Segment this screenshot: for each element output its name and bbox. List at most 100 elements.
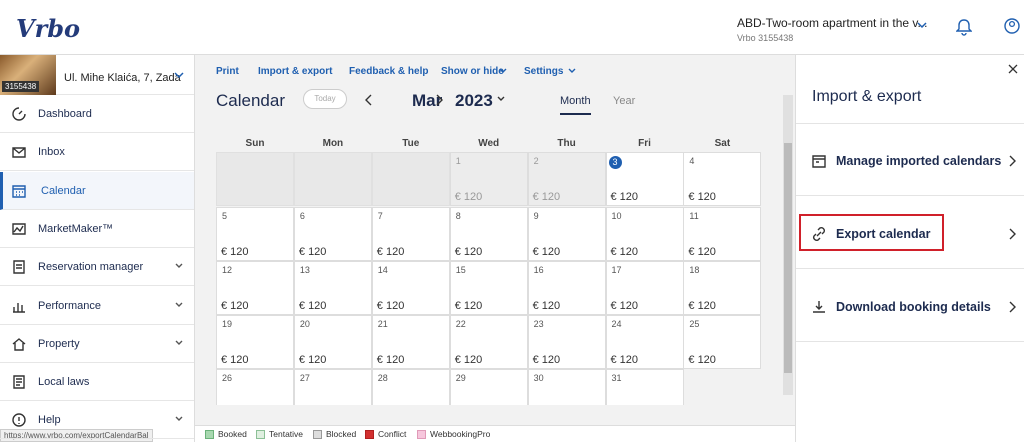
- day-cell[interactable]: 27: [293, 369, 372, 405]
- logo[interactable]: Vrbo: [16, 14, 81, 43]
- day-cell[interactable]: 6 € 120: [293, 207, 372, 261]
- chevron: [174, 72, 184, 79]
- chevron: [1009, 228, 1016, 240]
- day-cell[interactable]: 12 € 120: [216, 261, 294, 315]
- notification-icon[interactable]: [956, 18, 972, 36]
- day-price: € 120: [610, 300, 639, 312]
- import-export-panel: Import & export Manage imported calendar…: [795, 55, 1024, 442]
- day-cell[interactable]: 20 € 120: [293, 315, 372, 369]
- scrollbar[interactable]: [783, 95, 793, 395]
- nav-label: Inbox: [38, 146, 65, 159]
- day-cell[interactable]: 18 € 120: [683, 261, 762, 315]
- close-button[interactable]: [1007, 63, 1019, 75]
- day-number: 27: [299, 373, 310, 383]
- property-badge: 3155438: [2, 81, 40, 92]
- day-cell[interactable]: 19 € 120: [216, 315, 294, 369]
- day-number: 30: [533, 373, 544, 383]
- nav-item[interactable]: Inbox: [0, 133, 194, 172]
- day-price: € 120: [532, 191, 561, 203]
- day-cell[interactable]: 22 € 120: [449, 315, 528, 369]
- day-cell[interactable]: 10 € 120: [605, 207, 684, 261]
- day-price: € 120: [688, 246, 716, 258]
- toolbar-link[interactable]: Settings: [524, 66, 564, 77]
- today-button[interactable]: Today: [303, 89, 347, 109]
- day-cell[interactable]: 3 € 120: [605, 152, 684, 206]
- view-tab[interactable]: Year: [613, 95, 636, 107]
- day-price: € 120: [610, 354, 639, 366]
- day-cell[interactable]: 11 € 120: [683, 207, 762, 261]
- day-cell[interactable]: 1 € 120: [449, 152, 528, 206]
- chevron: [1009, 155, 1016, 167]
- chevron: [497, 96, 505, 101]
- day-cell[interactable]: 2 € 120: [527, 152, 606, 206]
- legend-label: Conflict: [378, 429, 407, 439]
- day-price: € 120: [688, 191, 716, 203]
- nav-item[interactable]: Help: [0, 401, 194, 440]
- day-cell[interactable]: 13 € 120: [293, 261, 372, 315]
- day-price: € 120: [532, 300, 561, 312]
- day-price: € 120: [454, 246, 483, 258]
- day-cell[interactable]: 14 € 120: [371, 261, 450, 315]
- nav-item[interactable]: Local laws: [0, 363, 194, 402]
- calendar-grid: Sun Mon Tue Wed Thu Fri Sat 1 € 120 2 € 120 3 € 120 4…: [216, 133, 764, 405]
- calendar-year[interactable]: 2023: [455, 91, 493, 110]
- day-cell[interactable]: 28: [371, 369, 450, 405]
- day-number: 8: [455, 211, 461, 221]
- calendar-main: Sun Mon Tue Wed Thu Fri Sat 1 € 120 2 € 120 3 € 120 4…: [195, 55, 795, 442]
- toolbar-link[interactable]: Import & export: [258, 66, 333, 77]
- day-price: € 120: [376, 246, 405, 258]
- day-number: 19: [222, 319, 233, 329]
- day-cell[interactable]: 29: [449, 369, 528, 405]
- nav-item[interactable]: Dashboard: [0, 95, 194, 133]
- day-number: 25: [689, 319, 700, 329]
- account-icon[interactable]: [1004, 18, 1020, 34]
- view-tab[interactable]: Month: [560, 95, 591, 115]
- day-cell[interactable]: 16 € 120: [527, 261, 606, 315]
- legend-swatch: [313, 430, 322, 439]
- toolbar-link[interactable]: Print: [216, 66, 239, 77]
- nav-item[interactable]: Property: [0, 325, 194, 363]
- day-cell[interactable]: 24 € 120: [605, 315, 684, 369]
- nav-item[interactable]: Calendar: [0, 171, 194, 210]
- nav-label: Help: [38, 414, 61, 427]
- property-title[interactable]: ABD-Two-room apartment in the v...: [737, 16, 928, 30]
- day-cell[interactable]: 26: [216, 369, 294, 405]
- day-cell[interactable]: 9 € 120: [527, 207, 606, 261]
- day-price: € 120: [298, 354, 327, 366]
- day-cell[interactable]: 4 € 120: [683, 152, 762, 206]
- nav-icon: [13, 260, 25, 274]
- day-price: € 120: [376, 354, 405, 366]
- toolbar-link[interactable]: Show or hide: [441, 66, 504, 77]
- sidebar: 3155438 Ul. Mihe Klaića, 7, Zada https:/…: [0, 55, 195, 442]
- day-number: 11: [689, 211, 699, 221]
- property-selector[interactable]: 3155438 Ul. Mihe Klaića, 7, Zada: [0, 55, 194, 95]
- nav-icon: [13, 302, 25, 313]
- panel-item[interactable]: Export calendar: [796, 197, 1024, 269]
- panel-item[interactable]: Manage imported calendars: [796, 124, 1024, 196]
- panel-item-label: Manage imported calendars: [836, 154, 1002, 168]
- nav-item[interactable]: Reservation manager: [0, 248, 194, 287]
- day-cell[interactable]: 31: [605, 369, 684, 405]
- day-cell[interactable]: 30: [527, 369, 606, 405]
- legend-label: Blocked: [326, 429, 357, 439]
- day-cell[interactable]: 21 € 120: [371, 315, 450, 369]
- day-price: € 120: [610, 191, 639, 203]
- day-cell[interactable]: 5 € 120: [216, 207, 294, 261]
- chevron[interactable]: [915, 20, 929, 30]
- day-cell[interactable]: 25 € 120: [683, 315, 762, 369]
- empty-cell: [216, 152, 294, 206]
- day-cell[interactable]: 7 € 120: [371, 207, 450, 261]
- day-price: € 120: [221, 246, 249, 258]
- day-cell[interactable]: 17 € 120: [605, 261, 684, 315]
- day-number: 9: [533, 211, 539, 221]
- day-price: € 120: [298, 300, 327, 312]
- day-cell[interactable]: 15 € 120: [449, 261, 528, 315]
- weekday: Sun: [245, 138, 265, 149]
- day-cell[interactable]: 23 € 120: [527, 315, 606, 369]
- day-number: 18: [689, 265, 700, 275]
- day-cell[interactable]: 8 € 120: [449, 207, 528, 261]
- panel-item[interactable]: Download booking details: [796, 270, 1024, 342]
- toolbar-link[interactable]: Feedback & help: [349, 66, 429, 77]
- nav-item[interactable]: MarketMaker™: [0, 210, 194, 248]
- nav-item[interactable]: Performance: [0, 287, 194, 325]
